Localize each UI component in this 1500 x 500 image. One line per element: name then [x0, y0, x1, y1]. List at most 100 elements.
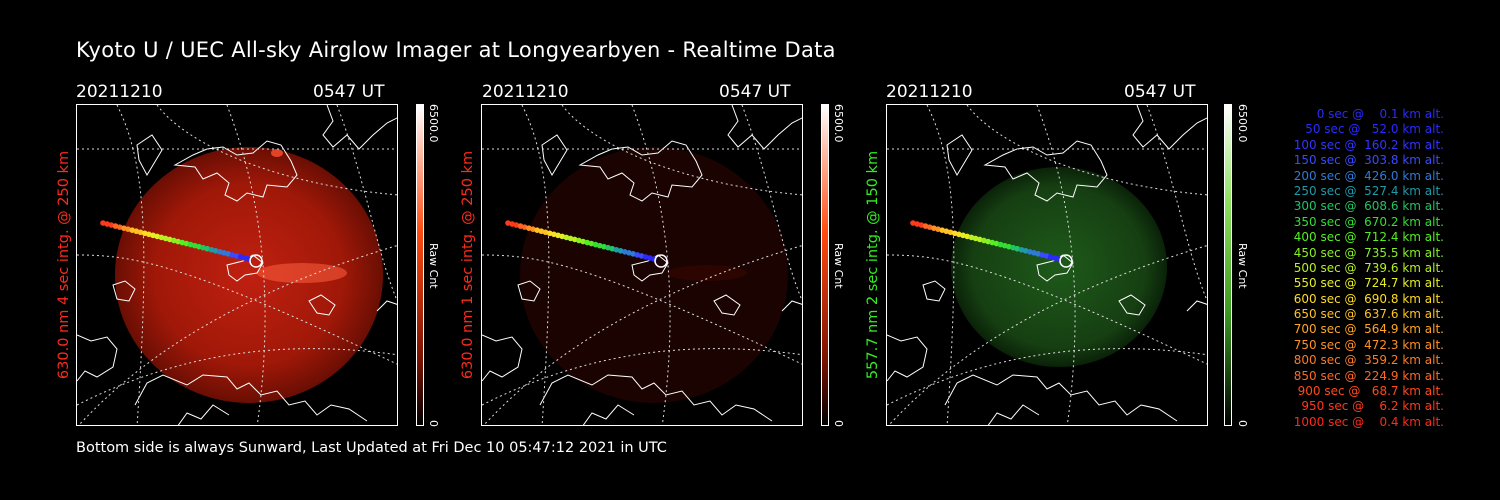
colorbar-2-max: 6500.0 [832, 104, 845, 143]
panel-1-ylabel: 630.0 nm 4 sec intg. @ 250 km [56, 150, 72, 380]
legend-row: 550 sec @ 724.7 km alt. [1293, 276, 1444, 291]
coastline [322, 105, 397, 150]
lat-lon-grid [77, 105, 397, 425]
page-title: Kyoto U / UEC All-sky Airglow Imager at … [76, 38, 836, 62]
allsky-image-2 [482, 105, 802, 425]
legend-row: 500 sec @ 739.6 km alt. [1293, 260, 1444, 275]
coastline-map [482, 105, 802, 425]
allsky-image-3 [887, 105, 1207, 425]
coastline [517, 280, 541, 302]
colorbar-3 [1224, 104, 1232, 426]
colorbar-2-min: 0 [832, 420, 845, 427]
panel-3-time: 0547 UT [1124, 82, 1196, 102]
legend-row: 0 sec @ 0.1 km alt. [1316, 107, 1444, 121]
grid-line [1146, 105, 1207, 302]
coastline [173, 140, 298, 202]
coastline [77, 334, 118, 382]
coastline [713, 294, 741, 316]
coastline [308, 294, 336, 316]
panel-1-time: 0547 UT [313, 82, 385, 102]
legend-row: 650 sec @ 637.6 km alt. [1293, 307, 1444, 322]
station-marker [1059, 254, 1073, 268]
allsky-image-1 [77, 105, 397, 425]
colorbar-1-label: Raw Cnt [427, 243, 440, 289]
airglow-disk [951, 167, 1167, 367]
grid-line [77, 254, 397, 365]
coastline [136, 134, 163, 177]
legend-row: 250 sec @ 527.4 km alt. [1293, 183, 1444, 198]
coastline [112, 280, 136, 302]
trajectory-track [505, 220, 668, 268]
colorbar-3-max: 6500.0 [1236, 104, 1249, 143]
coastline-map [887, 105, 1207, 425]
grid-line [966, 105, 1207, 196]
coastline [177, 404, 230, 425]
coastline [922, 280, 946, 302]
coastline [781, 300, 802, 312]
coastline [983, 140, 1108, 202]
legend-row: 950 sec @ 6.2 km alt. [1301, 399, 1444, 414]
colorbar-2 [821, 104, 829, 426]
legend-row: 750 sec @ 472.3 km alt. [1293, 337, 1444, 352]
coastline [578, 140, 703, 202]
legend-row: 100 sec @ 160.2 km alt. [1293, 137, 1444, 152]
bright-spot [271, 149, 283, 157]
legend-row: 600 sec @ 690.8 km alt. [1293, 291, 1444, 306]
panel-2-ylabel: 630.0 nm 1 sec intg. @ 250 km [460, 150, 476, 380]
legend-row: 700 sec @ 564.9 km alt. [1293, 322, 1444, 337]
grid-line [888, 245, 1207, 425]
station-marker [654, 254, 668, 268]
colorbar-3-min: 0 [1236, 420, 1249, 427]
trajectory-track [100, 220, 263, 268]
coastline [482, 334, 523, 382]
panel-3-image [886, 104, 1208, 426]
coastline [1132, 105, 1207, 150]
legend-row: 300 sec @ 608.6 km alt. [1293, 199, 1444, 214]
aurora-arc [667, 265, 747, 281]
grid-line [77, 348, 397, 406]
panel-1-date: 20211210 [76, 82, 163, 102]
station-marker [249, 254, 263, 268]
legend-row: 450 sec @ 735.5 km alt. [1293, 245, 1444, 260]
colorbar-1-min: 0 [427, 420, 440, 427]
panel-2-date: 20211210 [482, 82, 569, 102]
grid-line [482, 254, 802, 365]
coastline [541, 134, 568, 177]
panel-3-date: 20211210 [886, 82, 973, 102]
grid-line [887, 254, 1207, 365]
aurora-arc [257, 263, 347, 283]
panel-2-time: 0547 UT [719, 82, 791, 102]
legend-row: 200 sec @ 426.0 km alt. [1293, 168, 1444, 183]
grid-line [887, 348, 1207, 406]
lat-lon-grid [482, 105, 802, 425]
grid-line [926, 105, 955, 425]
grid-line [483, 245, 802, 425]
coastline [1118, 294, 1146, 316]
airglow-disk [115, 147, 383, 403]
panel-2-image [481, 104, 803, 426]
legend-row: 350 sec @ 670.2 km alt. [1293, 214, 1444, 229]
coastline [134, 374, 368, 422]
legend-row: 50 sec @ 52.0 km alt. [1305, 122, 1444, 137]
legend-row: 800 sec @ 359.2 km alt. [1293, 353, 1444, 368]
coastline [987, 404, 1040, 425]
legend-row: 400 sec @ 712.4 km alt. [1293, 230, 1444, 245]
grid-line [561, 105, 802, 196]
footer-note: Bottom side is always Sunward, Last Upda… [76, 440, 667, 456]
coastline-map [77, 105, 397, 425]
coastline [946, 134, 973, 177]
colorbar-3-label: Raw Cnt [1236, 243, 1249, 289]
coastline [1186, 300, 1207, 312]
coastline [887, 334, 928, 382]
legend-row: 1000 sec @ 0.4 km alt. [1293, 414, 1444, 429]
colorbar-1 [416, 104, 424, 426]
colorbar-2-label: Raw Cnt [832, 243, 845, 289]
legend-row: 850 sec @ 224.9 km alt. [1293, 368, 1444, 383]
grid-line [156, 105, 397, 196]
panel-1-image [76, 104, 398, 426]
legend-row: 900 sec @ 68.7 km alt. [1297, 384, 1444, 399]
coastline [582, 404, 635, 425]
grid-line [336, 105, 397, 302]
colorbar-1-max: 6500.0 [427, 104, 440, 143]
lat-lon-grid [887, 105, 1207, 425]
